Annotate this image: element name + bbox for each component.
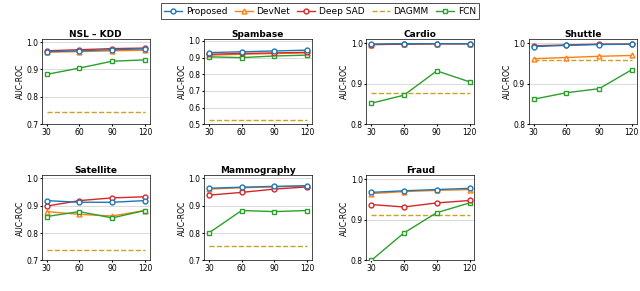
Title: NSL – KDD: NSL – KDD bbox=[69, 29, 122, 38]
Title: Spambase: Spambase bbox=[232, 29, 284, 38]
Y-axis label: AUC-ROC: AUC-ROC bbox=[340, 64, 349, 100]
Y-axis label: AUC-ROC: AUC-ROC bbox=[178, 200, 187, 235]
Y-axis label: AUC-ROC: AUC-ROC bbox=[340, 200, 349, 235]
Y-axis label: AUC-ROC: AUC-ROC bbox=[178, 64, 187, 100]
Title: Satellite: Satellite bbox=[74, 166, 117, 175]
Legend: Proposed, DevNet, Deep SAD, DAGMM, FCN: Proposed, DevNet, Deep SAD, DAGMM, FCN bbox=[161, 3, 479, 19]
Y-axis label: AUC-ROC: AUC-ROC bbox=[502, 64, 511, 100]
Title: Shuttle: Shuttle bbox=[564, 29, 602, 38]
Y-axis label: AUC-ROC: AUC-ROC bbox=[15, 200, 24, 235]
Title: Mammography: Mammography bbox=[220, 166, 296, 175]
Y-axis label: AUC-ROC: AUC-ROC bbox=[15, 64, 24, 100]
Title: Fraud: Fraud bbox=[406, 166, 435, 175]
Title: Cardio: Cardio bbox=[404, 29, 437, 38]
